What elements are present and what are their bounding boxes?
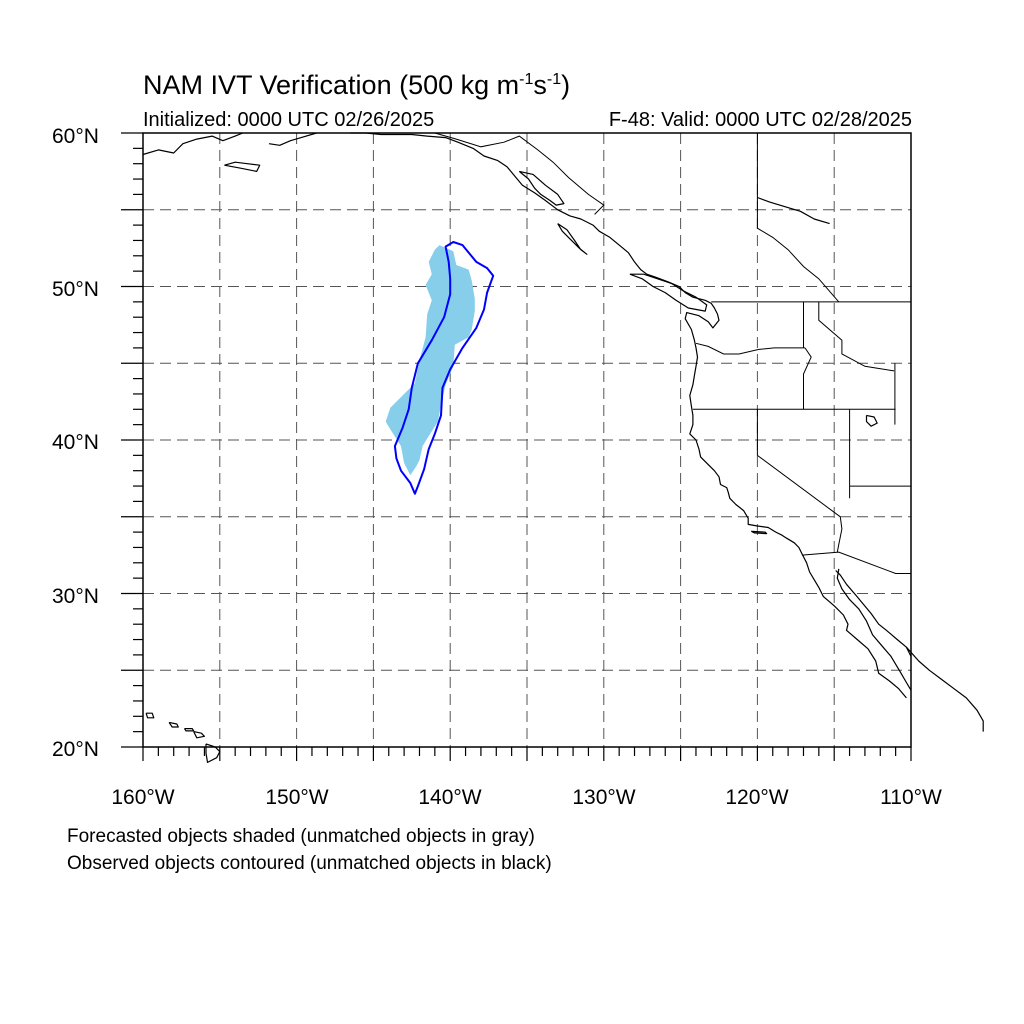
initialized-time: Initialized: 0000 UTC 02/26/2025 <box>143 109 435 131</box>
hawaii-molokai <box>183 727 195 732</box>
coastlines <box>142 132 984 764</box>
lon-label-120w: 120°W <box>725 786 789 809</box>
alaska-panhandle-islands <box>518 170 565 206</box>
lat-label-30n: 30°N <box>52 585 99 608</box>
washington-oregon-border <box>695 342 805 355</box>
kenai-peninsula <box>268 132 317 146</box>
valid-time: F-48: Valid: 0000 UTC 02/28/2025 <box>608 109 912 131</box>
lat-label-20n: 20°N <box>52 738 99 761</box>
hawaii-maui <box>193 731 205 739</box>
graticule <box>143 133 911 747</box>
haida-gwaii <box>557 223 588 255</box>
kodiak-island <box>224 161 261 172</box>
lon-label-160w: 160°W <box>111 786 175 809</box>
california-arizona-border <box>836 516 843 553</box>
north-america-west-coast <box>350 132 907 699</box>
footnote-forecast: Forecasted objects shaded (unmatched obj… <box>67 826 535 847</box>
lon-label-130w: 130°W <box>572 786 636 809</box>
axis-ticks <box>121 132 912 761</box>
gulf-of-california-baja-coast <box>836 568 912 691</box>
vancouver-island <box>629 273 708 312</box>
us-mexico-border <box>801 551 911 574</box>
footnote-observed: Observed objects contoured (unmatched ob… <box>67 853 552 874</box>
oregon-idaho-border <box>803 347 812 410</box>
channel-islands <box>751 530 768 535</box>
hawaii-kauai <box>145 712 155 719</box>
mexico-mainland-lower <box>905 646 984 732</box>
lat-label-50n: 50°N <box>52 278 99 301</box>
california-nevada-border <box>756 409 841 518</box>
bc-alberta-border <box>756 133 840 303</box>
gulf-of-california-east-coast <box>835 570 912 657</box>
map-title: NAM IVT Verification (500 kg m-1s-1) <box>143 70 571 100</box>
canada-interior-lake <box>757 196 830 225</box>
alaska-peninsula <box>142 132 244 156</box>
lon-label-150w: 150°W <box>265 786 329 809</box>
lon-label-140w: 140°W <box>418 786 482 809</box>
forecast-object-shaded <box>385 245 475 476</box>
idaho-montana-border <box>818 301 895 372</box>
hawaii-oahu <box>168 721 179 728</box>
ivt-objects <box>385 241 495 495</box>
great-salt-lake <box>865 414 878 427</box>
lat-label-40n: 40°N <box>52 431 99 454</box>
political-boundaries <box>434 132 911 574</box>
lat-label-60n: 60°N <box>52 125 99 148</box>
observed-object-contour <box>393 241 495 495</box>
lon-label-110w: 110°W <box>880 786 942 809</box>
alaska-bc-border <box>434 132 605 215</box>
